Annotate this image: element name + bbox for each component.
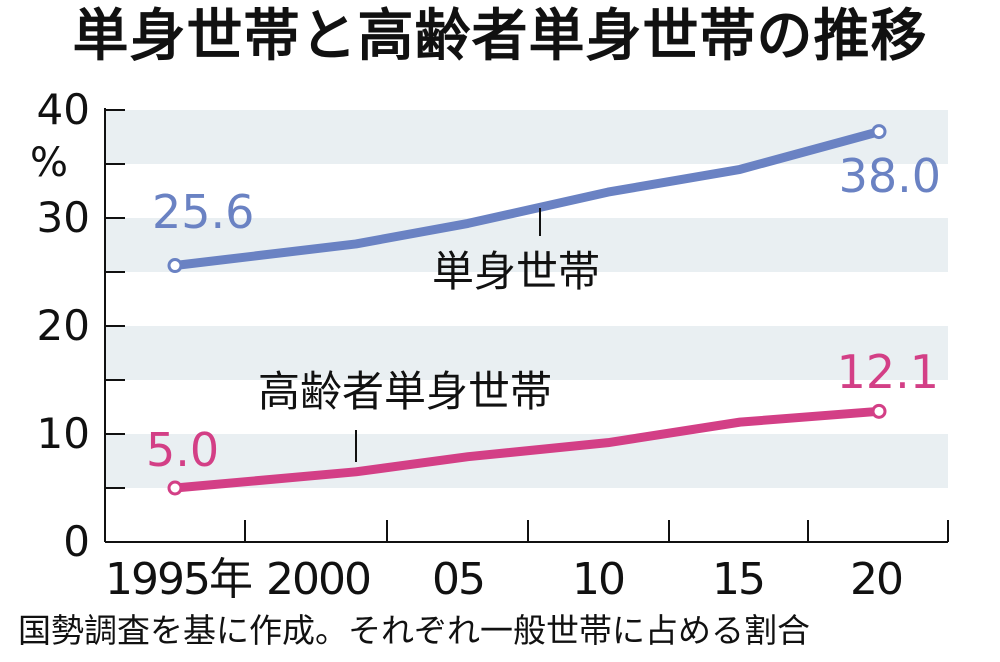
data-point: [167, 480, 183, 496]
series-line: [170, 406, 884, 493]
y-tick-label: 30: [37, 193, 90, 242]
grid-band: [105, 326, 948, 380]
y-tick-label: 20: [37, 301, 90, 350]
y-tick-label: 0: [63, 517, 90, 566]
x-tick-label: 2000: [266, 554, 370, 605]
source-note: 国勢調査を基に作成。それぞれ一般世帯に占める割合: [18, 611, 810, 650]
data-label: 25.6: [152, 185, 254, 239]
data-label: 5.0: [146, 423, 219, 477]
x-tick-label: 20: [850, 554, 902, 605]
x-tick-label: 1995年: [105, 554, 251, 605]
x-tick-label: 10: [572, 554, 624, 605]
series-name-label: 高齢者単身世帯: [258, 367, 552, 416]
x-tick-label: 15: [712, 554, 764, 605]
x-tick-label: 05: [432, 554, 484, 605]
data-point: [167, 258, 183, 274]
y-unit-label: %: [30, 140, 68, 186]
chart-title: 単身世帯と高齢者単身世帯の推移: [72, 4, 928, 69]
data-point: [871, 403, 887, 419]
data-label: 38.0: [839, 149, 941, 203]
grid-band: [105, 110, 948, 164]
series-line: [170, 127, 884, 271]
grid-band: [105, 218, 948, 272]
y-tick-label: 40: [37, 85, 90, 134]
y-tick-label: 10: [37, 409, 90, 458]
data-point: [871, 124, 887, 140]
data-label: 12.1: [837, 345, 939, 399]
series-name-label: 単身世帯: [432, 247, 600, 296]
